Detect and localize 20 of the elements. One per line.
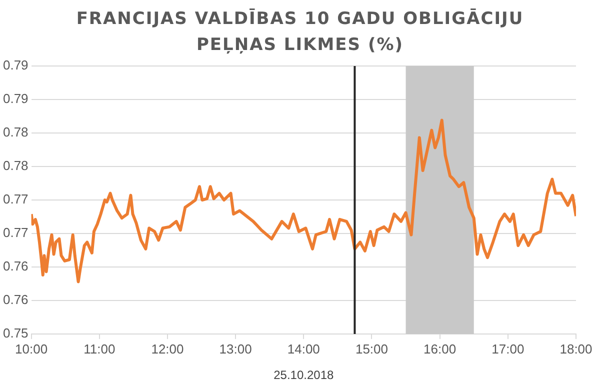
y-tick-label: 0.78 <box>2 124 28 140</box>
y-tick-label: 0.75 <box>2 326 28 341</box>
x-tick-label: 15:00 <box>355 341 388 356</box>
chart-title: FRANCIJAS VALDĪBAS 10 GADU OBLIGĀCIJU PEĻŅAS LIKMES (%) <box>75 8 525 57</box>
y-tick-label: 0.77 <box>2 225 28 240</box>
y-tick-label: 0.79 <box>2 91 28 106</box>
x-tick-label: 10:00 <box>15 341 48 356</box>
x-tick-label: 14:00 <box>287 341 320 356</box>
x-tick-label: 13:00 <box>219 341 252 356</box>
y-tick-label: 0.77 <box>2 192 28 207</box>
x-tick-label: 16:00 <box>424 341 456 356</box>
y-tick-label: 0.76 <box>2 258 28 274</box>
x-tick-label: 18:00 <box>560 341 592 356</box>
x-tick-label: 12:00 <box>151 341 184 356</box>
y-tick-label: 0.78 <box>2 158 28 174</box>
y-tick-label: 0.79 <box>2 58 28 73</box>
x-axis-title: 25.10.2018 <box>274 368 334 382</box>
x-tick-label: 17:00 <box>492 341 524 356</box>
x-tick-label: 11:00 <box>84 341 116 356</box>
y-tick-label: 0.76 <box>2 292 28 308</box>
